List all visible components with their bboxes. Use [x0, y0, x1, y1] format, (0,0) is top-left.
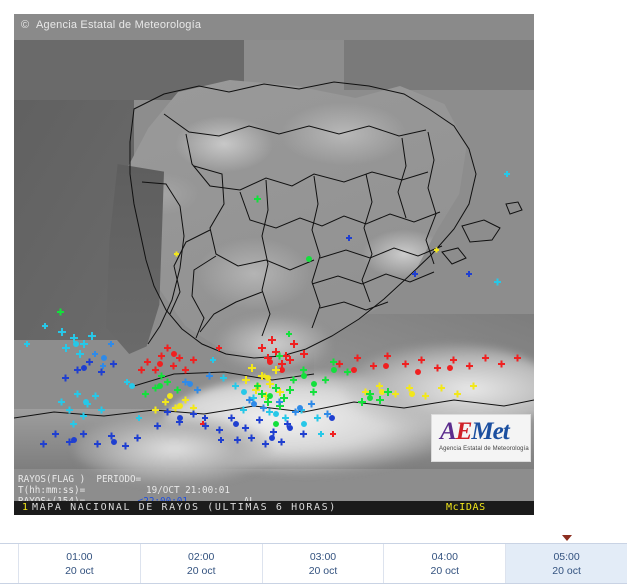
- stats-positive-row: RAYOS+(154)= 46 25 10 29 8 36: [18, 485, 534, 515]
- timeline-date-0300: 20 oct: [308, 564, 338, 577]
- timeline-date-0500: 20 oct: [552, 564, 581, 577]
- aemet-logo-subtitle: Agencia Estatal de Meteorología: [439, 446, 529, 452]
- period-start: 19/OCT 21:00:01: [146, 485, 230, 496]
- copyright-symbol-icon: ©: [21, 19, 30, 31]
- north-sea-area: [344, 40, 534, 90]
- timeline-time-0100: 01:00: [66, 550, 93, 563]
- stats-time-row: T(hh:mm:ss)= <22:00:01 <23:00:01 <00:00:…: [18, 474, 534, 515]
- timeline-date-0200: 20 oct: [186, 564, 216, 577]
- timeline-date-0400: 20 oct: [430, 564, 460, 577]
- timeline-cell-0400[interactable]: 04:00 20 oct: [384, 544, 507, 583]
- copyright-banner: © Agencia Estatal de Meteorología: [14, 14, 534, 40]
- copyright-text: Agencia Estatal de Meteorología: [36, 19, 202, 31]
- timeline-selected-marker-icon: [561, 535, 572, 541]
- timeline-time-0300: 03:00: [309, 550, 337, 563]
- timeline-cell-0500-selected[interactable]: 05:00 20 oct: [506, 535, 627, 583]
- stats-header-row: RAYOS(FLAG ) PERIODO= 19/OCT 21:00:01 AL…: [18, 463, 534, 515]
- stats-header-label: RAYOS(FLAG ) PERIODO=: [18, 474, 142, 485]
- aemet-logo: AEMet Agencia Estatal de Meteorología: [431, 414, 531, 462]
- timeline-cell-0300[interactable]: 03:00 20 oct: [262, 544, 385, 583]
- cloud-band-southwest: [74, 414, 274, 484]
- aemet-wordmark: AEMet: [440, 418, 510, 445]
- aemet-letter-a: A: [440, 418, 457, 445]
- timeline-date-0100: 20 oct: [65, 564, 94, 577]
- aemet-letters-met: Met: [471, 418, 509, 445]
- timeline-time-0200: 02:00: [188, 550, 215, 563]
- map-caption-bar: 1 MAPA NACIONAL DE RAYOS (ULTIMAS 6 HORA…: [14, 501, 534, 515]
- cloud-band-center: [214, 314, 334, 374]
- lightning-map-image[interactable]: AEMet Agencia Estatal de Meteorología © …: [14, 14, 534, 515]
- timeline-time-0500: 05:00: [553, 550, 580, 563]
- timeline-time-0400: 04:00: [431, 550, 458, 563]
- time-row-label: T(hh:mm:ss)=: [18, 485, 86, 496]
- aemet-letter-e: E: [455, 418, 473, 445]
- mcidas-source-label: McIDAS: [446, 502, 486, 513]
- map-caption: MAPA NACIONAL DE RAYOS (ULTIMAS 6 HORAS): [32, 502, 337, 513]
- timeline-strip[interactable]: 01:00 20 oct 02:00 20 oct 03:00 20 oct 0…: [0, 535, 627, 584]
- timeline-cell-0100[interactable]: 01:00 20 oct: [19, 544, 141, 583]
- timeline-cell-0200[interactable]: 02:00 20 oct: [140, 544, 263, 583]
- lightning-strike-markers: [24, 171, 521, 450]
- frame-number: 1: [22, 502, 29, 513]
- timeline-left-pad: [0, 544, 19, 583]
